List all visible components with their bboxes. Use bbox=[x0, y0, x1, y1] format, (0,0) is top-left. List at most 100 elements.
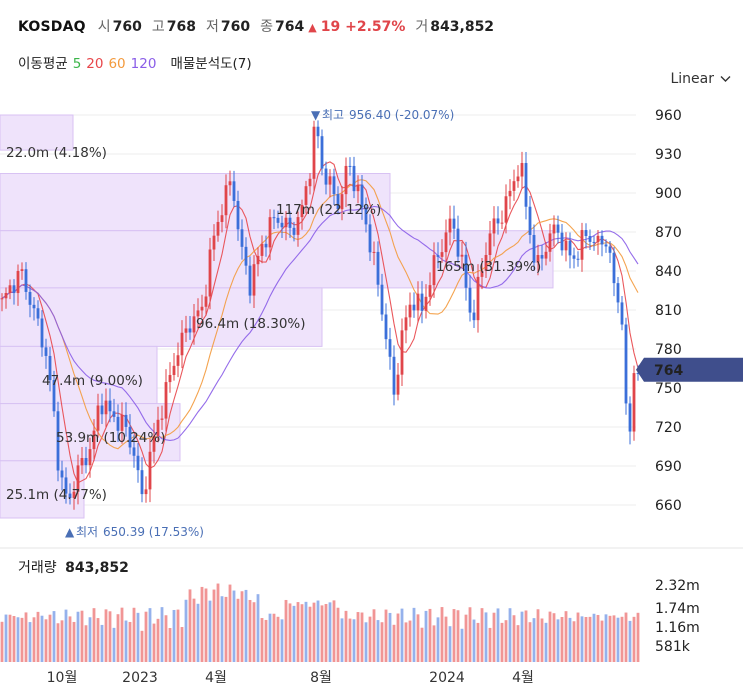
open-label: 시 bbox=[97, 19, 111, 35]
time-axis: 10월 2023 4월 8월 2024 4월 bbox=[47, 670, 534, 686]
volume-bar bbox=[588, 616, 592, 662]
volume-bar bbox=[464, 614, 468, 662]
volume-bar bbox=[60, 620, 64, 662]
volume-profile bbox=[0, 114, 554, 519]
volume-bar bbox=[192, 598, 196, 662]
high-value: 768 bbox=[166, 19, 197, 35]
volume-bar bbox=[276, 616, 280, 662]
volume-bar bbox=[300, 604, 304, 662]
volume-bar bbox=[500, 622, 504, 662]
volume-bar bbox=[428, 608, 432, 662]
volume-bar bbox=[188, 589, 192, 662]
change-arrow-icon: ▲ bbox=[308, 21, 317, 34]
candle-body bbox=[540, 255, 544, 259]
ma-20-label: 20 bbox=[86, 56, 104, 72]
chevron-down-icon bbox=[720, 76, 731, 82]
volume-bar bbox=[348, 618, 352, 662]
volume-profile-label: 165m (31.39%) bbox=[436, 259, 541, 275]
candle-body bbox=[328, 176, 332, 185]
volume-bar bbox=[208, 600, 212, 662]
candle-body bbox=[456, 228, 460, 257]
candle-body bbox=[396, 374, 400, 395]
volume-bar bbox=[360, 612, 364, 662]
volume-bar bbox=[204, 588, 208, 662]
candle-body bbox=[40, 318, 44, 348]
volume-bar bbox=[376, 620, 380, 662]
candle-body bbox=[48, 355, 52, 381]
volume-bar bbox=[148, 608, 152, 662]
volume-bar bbox=[528, 622, 532, 662]
volume-value: 843,852 bbox=[430, 19, 495, 35]
indicator-bar[interactable]: 이동평균 5 20 60 120 매물분석도(7) bbox=[18, 52, 257, 72]
volume-bars bbox=[0, 583, 640, 662]
y-tick-label: 780 bbox=[655, 342, 682, 358]
volume-profile-label[interactable]: 매물분석도(7) bbox=[170, 56, 252, 72]
volume-bar bbox=[496, 608, 500, 662]
candle-body bbox=[76, 465, 80, 492]
candle-body bbox=[408, 304, 412, 318]
candle-body bbox=[600, 235, 604, 245]
volume-bar bbox=[80, 610, 84, 662]
candle-body bbox=[528, 206, 532, 235]
volume-bar bbox=[504, 620, 508, 662]
volume-tick-label: 2.32m bbox=[655, 578, 700, 594]
candle-body bbox=[32, 304, 36, 309]
candle-body bbox=[60, 470, 64, 478]
volume-bar bbox=[32, 617, 36, 662]
volume-bar bbox=[196, 603, 200, 662]
volume-bar bbox=[384, 609, 388, 662]
candle-body bbox=[620, 302, 624, 325]
candle-body bbox=[432, 255, 436, 286]
ma-120-line bbox=[1, 205, 639, 441]
volume-bar bbox=[512, 615, 516, 662]
candle-body bbox=[84, 458, 88, 466]
last-price-tag bbox=[636, 357, 743, 382]
scale-toggle-button[interactable]: Linear bbox=[670, 71, 731, 87]
candle-body bbox=[568, 240, 572, 256]
candle-body bbox=[332, 176, 336, 195]
volume-bar bbox=[128, 621, 132, 662]
candle-body bbox=[216, 221, 220, 236]
volume-bar bbox=[484, 612, 488, 662]
y-tick-label: 870 bbox=[655, 225, 682, 241]
volume-bar bbox=[84, 625, 88, 662]
volume-bar bbox=[180, 627, 184, 662]
candle-body bbox=[168, 375, 172, 383]
candle-body bbox=[192, 316, 196, 333]
candle-body bbox=[616, 283, 620, 303]
candle-body bbox=[80, 458, 84, 466]
candle-body bbox=[424, 296, 428, 311]
volume-axis: 2.32m 1.74m 1.16m 581k bbox=[655, 578, 700, 655]
candle-body bbox=[164, 382, 168, 419]
candle-body bbox=[612, 252, 616, 284]
candle-body bbox=[100, 405, 104, 415]
candle-body bbox=[272, 217, 276, 219]
candle-body bbox=[252, 264, 256, 296]
volume-bar bbox=[584, 616, 588, 662]
candle-body bbox=[572, 255, 576, 259]
y-tick-label: 660 bbox=[655, 498, 682, 514]
volume-bar bbox=[628, 620, 632, 662]
candle-body bbox=[180, 332, 184, 356]
volume-bar bbox=[92, 608, 96, 662]
moving-average-label[interactable]: 이동평균 bbox=[18, 56, 68, 72]
candle-body bbox=[372, 251, 376, 253]
scale-label: Linear bbox=[670, 71, 714, 87]
volume-bar bbox=[108, 611, 112, 662]
candle-body bbox=[344, 165, 348, 195]
volume-bar bbox=[52, 611, 56, 662]
candle-body bbox=[20, 269, 24, 271]
candle-body bbox=[124, 414, 128, 427]
candle-body bbox=[496, 218, 500, 224]
volume-bar bbox=[240, 591, 244, 662]
volume-bar bbox=[44, 619, 48, 662]
candle-body bbox=[72, 491, 76, 498]
volume-bar bbox=[152, 623, 156, 662]
candle-body bbox=[176, 355, 180, 366]
volume-bar bbox=[412, 607, 416, 662]
volume-bar bbox=[364, 622, 368, 662]
price-axis: 960 930 900 870 840 810 780 750 720 690 660 764 bbox=[636, 108, 743, 514]
candle-body bbox=[608, 246, 612, 253]
volume-bar bbox=[320, 605, 324, 662]
